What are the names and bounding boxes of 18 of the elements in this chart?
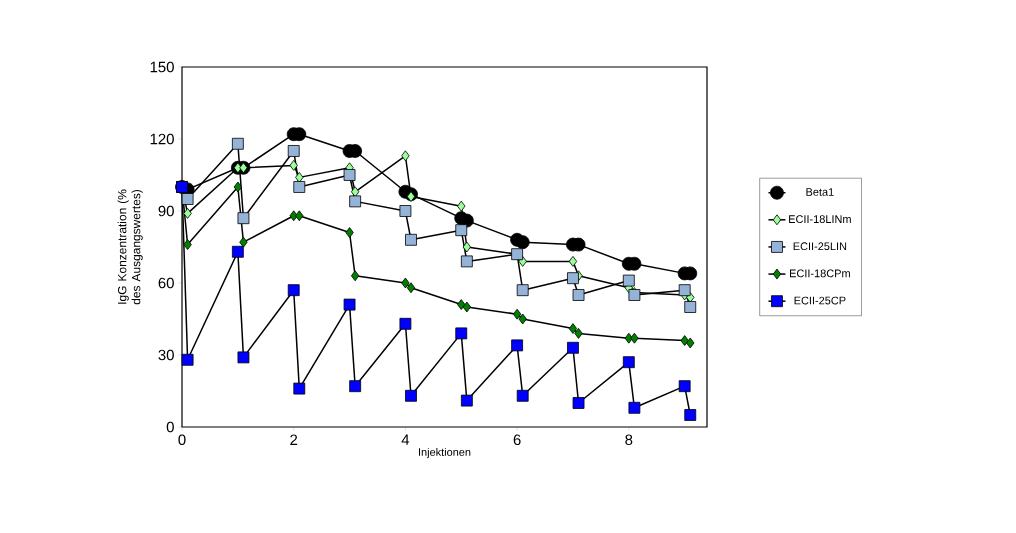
x-tick-label: 0 — [178, 434, 186, 446]
x-axis-title: Injektionen — [419, 447, 471, 459]
y-tick-label: 60 — [158, 277, 174, 289]
legend-label: ECII-18CPm — [790, 269, 850, 278]
legend-label: ECII-25CP — [794, 296, 846, 305]
legend-label: ECII-25LIN — [793, 242, 847, 251]
y-tick-label: 120 — [150, 133, 174, 145]
legend-label: ECII-18LINm — [789, 215, 851, 223]
x-tick-label: 4 — [401, 434, 410, 445]
x-tick-label: 2 — [290, 434, 298, 445]
y-tick-label: 90 — [158, 205, 174, 217]
x-tick-label: 8 — [625, 434, 633, 446]
y-tick-label: 30 — [158, 349, 174, 361]
y-tick-label: 150 — [150, 61, 174, 73]
legend-label: Beta1 — [806, 188, 834, 196]
y-axis-title: IgG Konzentration (% des Ausgangswertes) — [117, 189, 143, 305]
y-tick-label: 0 — [166, 421, 174, 433]
x-tick-label: 6 — [513, 434, 521, 446]
